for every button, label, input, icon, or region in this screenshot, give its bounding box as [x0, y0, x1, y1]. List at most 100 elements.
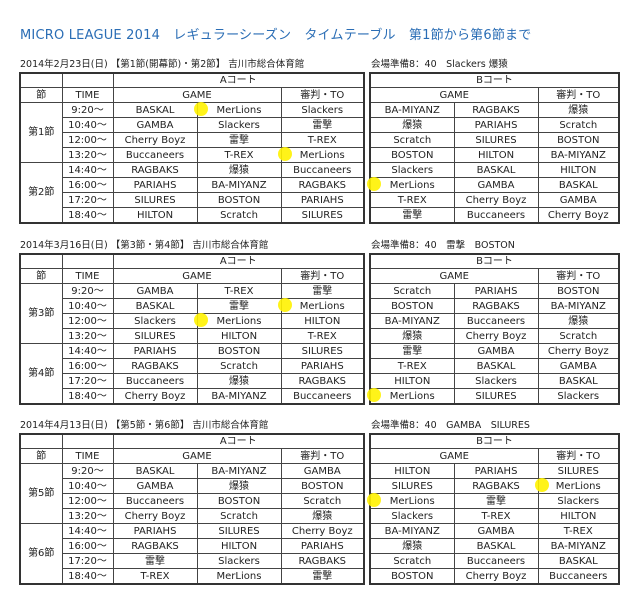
- table-row: 爆猿 PARIAHS Scratch: [369, 117, 620, 133]
- team-cell-text: MerLions: [216, 315, 262, 327]
- team-cell-text: SILURES: [134, 330, 176, 342]
- team-cell-text: HILTON: [394, 465, 431, 477]
- team-cell-text: GAMBA: [136, 285, 174, 297]
- team-cell-text: 雷撃: [402, 209, 423, 221]
- time-cell-text: 9:20～: [71, 285, 104, 297]
- table-row: 第5節 9:20～ BASKAL BA-MIYANZ GAMBA: [19, 463, 365, 524]
- highlight-marker: [193, 102, 208, 116]
- highlight-marker: [367, 388, 381, 402]
- game-header: GAME: [112, 87, 282, 103]
- team-cell-text: PARIAHS: [133, 525, 177, 537]
- team-cell-text: SILURES: [475, 390, 517, 402]
- team-cell: RAGBAKS: [112, 162, 198, 178]
- ref-cell-text: SILURES: [301, 345, 343, 357]
- team-cell: Cherry Boyz: [112, 132, 198, 148]
- team-cell-text: RAGBAKS: [131, 540, 179, 552]
- team-cell-text: Slackers: [218, 555, 260, 567]
- ref-cell: 爆猿: [537, 313, 620, 329]
- table-row: 13:20～ Buccaneers T-REX MerLions: [20, 147, 365, 163]
- ref-cell: GAMBA: [537, 192, 620, 208]
- team-cell-text: BOSTON: [391, 149, 434, 161]
- team-cell-text: T-REX: [140, 570, 170, 582]
- team-cell: MerLions: [193, 102, 282, 118]
- table-row: 12:00～ Slackers MerLions HILTON: [20, 313, 365, 329]
- team-cell: SILURES: [196, 523, 282, 539]
- team-cell-text: BA-MIYANZ: [384, 315, 440, 327]
- ref-cell: Scratch: [280, 493, 365, 509]
- section-prep-note: 会場準備8：40 雷撃 BOSTON: [371, 240, 515, 251]
- ref-cell: SILURES: [280, 343, 365, 359]
- team-cell-text: T-REX: [224, 285, 254, 297]
- team-cell: 雷撃: [196, 298, 282, 314]
- team-cell-text: Buccaneers: [466, 209, 526, 221]
- team-cell: MerLions: [367, 177, 455, 193]
- highlight-marker: [367, 177, 381, 191]
- round-label-text: 第2節: [28, 187, 55, 198]
- team-cell: Scratch: [369, 283, 455, 299]
- team-cell-text: Buccaneers: [125, 495, 185, 507]
- setsu-header: 節: [19, 87, 63, 103]
- team-cell: BA-MIYANZ: [196, 463, 282, 479]
- team-cell: T-REX: [196, 283, 282, 299]
- team-cell-text: SILURES: [391, 480, 433, 492]
- table-row: 18:40～ T-REX MerLions 雷撃: [20, 568, 365, 585]
- ref-cell-text: Buccaneers: [293, 390, 352, 402]
- table-row: Slackers T-REX HILTON: [369, 508, 620, 524]
- team-cell-text: Slackers: [391, 164, 434, 176]
- ref-cell-text: RAGBAKS: [298, 375, 347, 387]
- time-cell-text: 18:40～: [68, 209, 107, 221]
- team-cell: MerLions: [367, 493, 455, 509]
- team-cell-text: SILURES: [475, 134, 517, 146]
- team-cell: RAGBAKS: [453, 298, 539, 314]
- time-cell: 9:20～: [61, 463, 114, 479]
- team-cell: PARIAHS: [112, 343, 198, 359]
- ref-cell: HILTON: [537, 508, 620, 524]
- team-cell-text: Scratch: [393, 555, 432, 567]
- team-cell: Cherry Boyz: [453, 328, 539, 344]
- time-cell: 9:20～: [61, 102, 114, 118]
- highlight-marker: [277, 147, 292, 161]
- team-cell: Cherry Boyz: [112, 388, 198, 405]
- team-cell: RAGBAKS: [453, 478, 539, 494]
- team-cell-text: BASKAL: [135, 104, 175, 116]
- round-label: 第2節: [19, 162, 63, 224]
- column-header-row: GAME 審判・TO: [369, 87, 620, 103]
- game-header-text: GAME: [439, 270, 470, 282]
- ref-cell: PARIAHS: [280, 358, 365, 374]
- team-cell: PARIAHS: [112, 523, 198, 539]
- table-row: BA-MIYANZ RAGBAKS 爆猿: [369, 102, 620, 118]
- team-cell: BASKAL: [112, 298, 198, 314]
- ref-cell-text: MerLions: [299, 300, 345, 312]
- blank-cell: [19, 433, 63, 449]
- time-cell: 10:40～: [61, 117, 114, 133]
- table-row: BOSTON RAGBAKS BA-MIYANZ: [369, 298, 620, 314]
- table-row: HILTON Slackers BASKAL: [369, 373, 620, 389]
- ref-cell: BASKAL: [537, 373, 620, 389]
- ref-cell-text: BA-MIYANZ: [550, 300, 606, 312]
- time-cell-text: 14:40～: [68, 525, 107, 537]
- game-header: GAME: [369, 87, 539, 103]
- time-cell: 9:20～: [61, 283, 114, 299]
- team-cell: Cherry Boyz: [453, 568, 539, 585]
- team-cell-text: 爆猿: [229, 164, 249, 176]
- setsu-header-text: 節: [36, 89, 47, 101]
- table-row: 雷撃 GAMBA Cherry Boyz: [369, 343, 620, 359]
- time-cell-text: 12:00～: [68, 315, 107, 327]
- team-cell: BA-MIYANZ: [369, 313, 455, 329]
- team-cell: BOSTON: [369, 568, 455, 585]
- time-cell-text: 14:40～: [68, 345, 107, 357]
- table-row: MerLions SILURES Slackers: [367, 388, 620, 405]
- team-cell-text: Cherry Boyz: [124, 134, 186, 146]
- ref-cell-text: BOSTON: [557, 134, 600, 146]
- team-cell-text: PARIAHS: [474, 119, 518, 131]
- team-cell-text: MerLions: [389, 179, 435, 191]
- team-cell-text: BASKAL: [476, 360, 516, 372]
- court-a-label: Aコート: [112, 72, 365, 88]
- team-cell: T-REX: [112, 568, 198, 585]
- team-cell-text: Buccaneers: [125, 375, 185, 387]
- ref-cell-text: T-REX: [307, 134, 337, 146]
- table-row: 第6節 14:40～ PARIAHS SILURES Cherry Boyz: [19, 523, 365, 585]
- team-cell-text: RAGBAKS: [472, 104, 520, 116]
- ref-cell-text: BA-MIYANZ: [550, 149, 606, 161]
- section-prep-note: 会場準備8：40 Slackers 爆猿: [371, 59, 508, 70]
